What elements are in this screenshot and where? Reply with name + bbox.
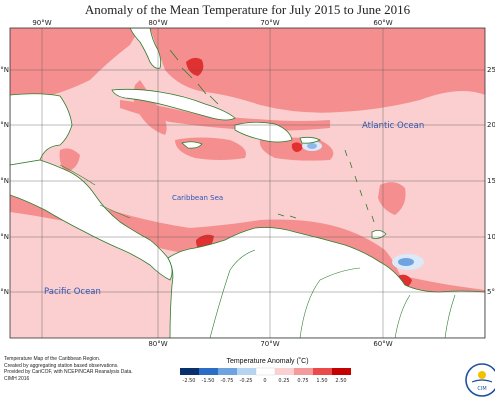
top-lon-70w: 70°W bbox=[260, 19, 279, 27]
cimh-logo: CIM bbox=[465, 363, 495, 397]
left-lat-15n: 15°N bbox=[0, 177, 9, 185]
map-credits: Temperature Map of the Caribbean Region.… bbox=[4, 356, 174, 382]
top-lon-80w: 80°W bbox=[148, 19, 167, 27]
legend-tick-6: 0.75 bbox=[297, 378, 308, 384]
gulf-warm-band bbox=[10, 28, 140, 100]
left-lat-10n: 10°N bbox=[0, 233, 9, 241]
bottom-lon-80w: 80°W bbox=[148, 340, 167, 348]
credit-line-4: CIMH 2016 bbox=[4, 375, 30, 382]
venezuela-border bbox=[299, 267, 361, 338]
trinidad-land bbox=[371, 230, 387, 239]
legend-tick-0: -2.50 bbox=[183, 378, 196, 384]
caribbean-sea-label: Caribbean Sea bbox=[172, 194, 223, 202]
credit-line-2: Created by aggregating station based obs… bbox=[4, 362, 119, 369]
map-frame bbox=[9, 27, 486, 339]
hispaniola-hotspot bbox=[291, 142, 303, 152]
legend-colorbar: -2.50 -1.50 -0.75 -0.25 0 0.25 0.75 1.50… bbox=[180, 367, 351, 384]
legend-swatch-8 bbox=[332, 368, 351, 375]
puerto-rico-land bbox=[299, 136, 321, 144]
credit-line-1: Temperature Map of the Caribbean Region. bbox=[4, 356, 101, 362]
top-lon-60w: 60°W bbox=[373, 19, 392, 27]
coastlines bbox=[10, 28, 485, 338]
right-lat-20n: 20°N bbox=[487, 121, 495, 129]
map-title: Anomaly of the Mean Temperature for July… bbox=[84, 2, 411, 17]
bahamas-hotspot bbox=[186, 57, 204, 76]
left-lat-20n: 20°N bbox=[0, 121, 9, 129]
legend-tick-4: 0 bbox=[263, 378, 266, 384]
logo-text: CIM bbox=[477, 386, 486, 392]
credit-line-3: Provided by CariCOF, with NCEP/NCAR Rean… bbox=[4, 369, 133, 376]
right-lat-15n: 15°N bbox=[487, 177, 495, 185]
axis-labels: 90°W 80°W 70°W 60°W 80°W 70°W 60°W 25°N … bbox=[0, 19, 495, 348]
cuba-land bbox=[111, 88, 236, 121]
cool-patch-inner bbox=[307, 143, 317, 149]
jamaica-land bbox=[181, 141, 203, 149]
right-lat-5n: 5°N bbox=[487, 288, 495, 296]
graticule bbox=[10, 28, 485, 338]
nicaragua-border bbox=[99, 204, 131, 219]
orinoco-cool-inner bbox=[398, 258, 414, 266]
wave-icon bbox=[471, 379, 493, 383]
colombia-border bbox=[209, 249, 256, 338]
right-lat-25n: 25°N bbox=[487, 66, 495, 74]
suriname-border bbox=[444, 294, 456, 338]
florida-land bbox=[129, 28, 162, 69]
central-america-warm-area bbox=[59, 148, 80, 172]
legend-swatch-6 bbox=[294, 368, 313, 375]
left-lat-25n: 25°N bbox=[0, 66, 9, 74]
bottom-lon-60w: 60°W bbox=[373, 340, 392, 348]
northern-warm-band bbox=[150, 28, 485, 113]
legend-tick-5: 0.25 bbox=[278, 378, 289, 384]
legend-tick-2: -0.75 bbox=[221, 378, 234, 384]
bottom-lon-70w: 70°W bbox=[260, 340, 279, 348]
top-lon-90w: 90°W bbox=[32, 19, 51, 27]
legend-swatch-5 bbox=[275, 368, 294, 375]
lesser-antilles-islands bbox=[344, 149, 375, 223]
greater-antilles-warm-band bbox=[120, 100, 330, 131]
legend-tick-7: 1.50 bbox=[316, 378, 327, 384]
sun-icon bbox=[478, 371, 486, 379]
legend-swatch-1 bbox=[199, 368, 218, 375]
honduras-border bbox=[59, 164, 96, 186]
abc-islands bbox=[277, 213, 297, 219]
country-borders bbox=[59, 164, 456, 338]
legend-title: Temperature Anomaly (˚C) bbox=[226, 358, 309, 365]
right-lat-10n: 10°N bbox=[487, 233, 495, 241]
legend-swatch-0 bbox=[180, 368, 199, 375]
left-lat-5n: 5°N bbox=[0, 288, 9, 296]
lesser-antilles-warm-area bbox=[378, 182, 406, 215]
hispaniola-land bbox=[234, 121, 293, 143]
atlantic-ocean-label: Atlantic Ocean bbox=[362, 121, 424, 131]
legend-swatch-2 bbox=[218, 368, 237, 375]
guyana-border bbox=[394, 294, 411, 338]
southern-warm-band bbox=[10, 190, 485, 338]
legend-tick-3: -0.25 bbox=[240, 378, 253, 384]
map-content: Atlantic Ocean Caribbean Sea Pacific Oce… bbox=[10, 28, 485, 338]
legend-swatch-4 bbox=[255, 367, 276, 376]
south-america-land bbox=[167, 227, 485, 338]
bahamas-islands bbox=[169, 49, 219, 105]
legend-tick-1: -1.50 bbox=[202, 378, 215, 384]
legend-swatch-3 bbox=[237, 368, 256, 375]
legend-tick-8: 2.50 bbox=[335, 378, 346, 384]
legend-swatch-7 bbox=[313, 368, 332, 375]
